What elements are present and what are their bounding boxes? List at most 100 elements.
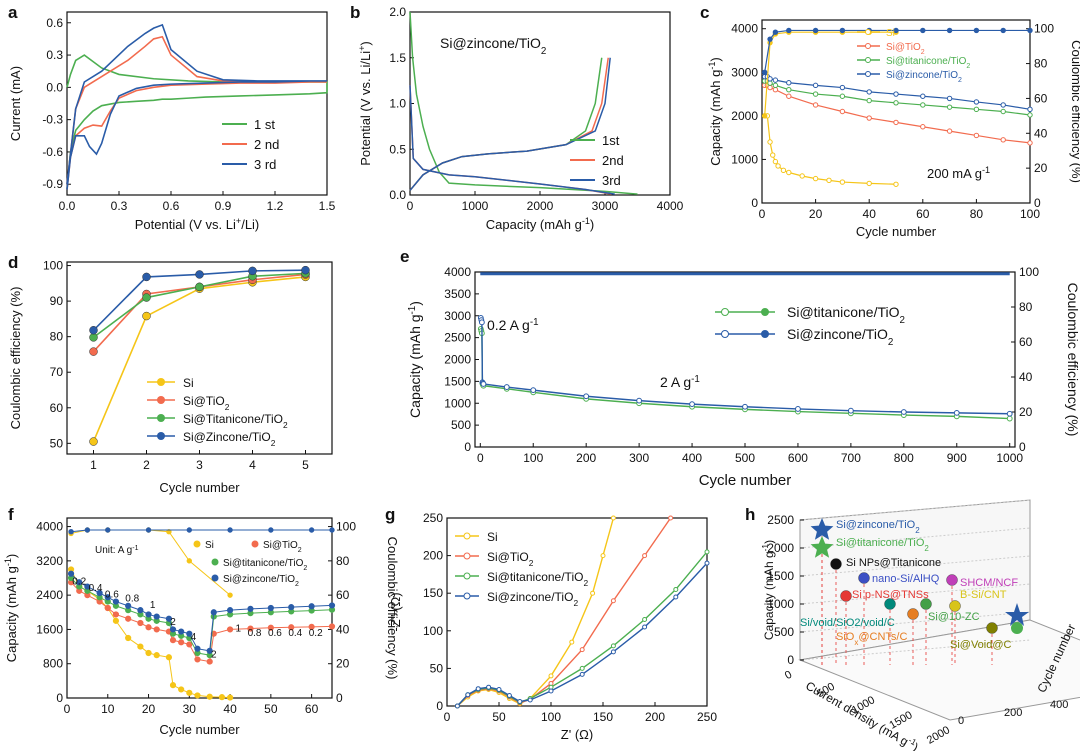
label-part: Si@titanicone/TiO [836,537,925,549]
data-point [1006,415,1013,422]
label-part: Si NPs@Titanicone [846,557,941,569]
point-label: Si@10-ZC [928,611,980,623]
data-point [84,527,91,533]
legend-label: Si@titanicone/TiO2 [787,304,905,326]
data-point [610,643,616,649]
legend-label: Si@Titanicone/TiO2 [183,412,288,430]
data-point [893,27,899,34]
data-point [772,82,779,89]
legend-marker [463,532,471,540]
x-tick-label: 800 [894,451,914,465]
label-part: ) [590,217,594,232]
legend-label: Si@Zincone/TiO2 [183,430,276,448]
label-script: 2 [225,402,230,412]
data-point [673,594,679,600]
y2-tick-label: 20 [1019,405,1033,419]
gridline [799,555,1031,577]
data-point [579,647,585,653]
y-tick-label: 2500 [444,331,471,345]
y-axis-title: Capacity (mAh g-1) [707,57,723,166]
y-axis-title: Coulombic efficiency (%) [8,287,23,430]
data-point [104,594,111,601]
data-point [112,611,120,618]
data-point [104,604,111,612]
series-line-b [409,57,611,191]
label-part: Si@titanicone/TiO [223,558,304,569]
label-part: Si@titanicone/TiO [886,56,967,67]
data-point [206,658,213,665]
y2-axis-title: Coulombic efficiency (%) [1065,283,1080,437]
legend-label: Si@TiO2 [487,550,534,568]
label-part: 200 mA g [927,166,982,181]
data-point [105,527,111,533]
label-script: 2 [924,544,929,553]
y2-tick-label: 80 [1034,57,1048,71]
data-point [169,682,177,689]
floor [798,619,1080,721]
label-part: Si@TiO [263,540,298,551]
data-point [920,124,926,130]
data-point [195,270,204,279]
data-point [767,84,773,91]
label-part: Si@zincone/TiO [886,70,958,81]
data-point [194,656,201,663]
rate-label: 0.2 [309,628,323,639]
legend-marker [761,308,769,316]
y-tick-label: 500 [774,625,794,639]
label-part: Si@TiO [886,42,921,53]
data-point [795,406,801,412]
data-point [165,615,173,622]
unit-label: Unit: A g-1 [95,545,139,557]
chart-title: Si@zincone/TiO2 [440,35,546,57]
legend-marker [721,308,729,316]
data-point [165,654,173,661]
data-point [178,686,185,693]
legend-marker [865,29,871,35]
y-axis-title: Potential (V vs. Li/Li+) [357,41,373,166]
rate-label: 1 [235,624,241,635]
label-script: 2 [915,526,920,535]
y-tick-label: 70 [50,365,64,379]
data-point [301,265,310,275]
y2-tick-label: 20 [1034,161,1048,175]
y-tick-label: 100 [43,259,63,273]
label-part: B-Si/CNT [960,589,1007,601]
data-point [946,104,953,110]
x-tick-label: 2000 [527,199,554,213]
data-point [548,688,554,694]
data-point [137,643,144,650]
legend-label: Si@TiO2 [183,394,230,412]
legend-marker [157,414,165,422]
label-script: 2 [900,315,905,326]
data-point [153,613,160,620]
label-script: + [236,216,241,226]
x-tick-label: 0.9 [215,199,232,213]
data-point [1027,140,1033,146]
panel-e-frame [474,271,1016,448]
series-line-e [480,317,1010,415]
label-part: ) [407,301,423,306]
data-point [610,598,616,604]
point-label: Si@titanicone/TiO2 [836,537,929,553]
data-point [866,115,872,121]
data-point [583,393,590,400]
ball-marker [920,598,932,610]
data-point [704,560,710,566]
y2-tick-label: 40 [1034,126,1048,140]
data-point [780,167,787,174]
legend-marker [211,574,219,582]
label-part: ) [762,540,776,544]
rate-label: 2 [211,649,217,660]
x-axis-title: Potential (V vs. Li+/Li) [135,216,260,232]
label-script: -1 [760,544,770,552]
rate-label: 0.8 [125,594,139,605]
data-point [186,558,193,564]
x-tick-label: 0.6 [163,199,180,213]
data-point [186,630,193,637]
data-point [946,95,953,102]
label-script: -1 [907,735,919,748]
data-point [226,626,234,633]
label-part: Capacity (mAh g [486,217,582,232]
data-point [600,553,606,559]
label-part: Si@titanicone/TiO [787,304,900,320]
